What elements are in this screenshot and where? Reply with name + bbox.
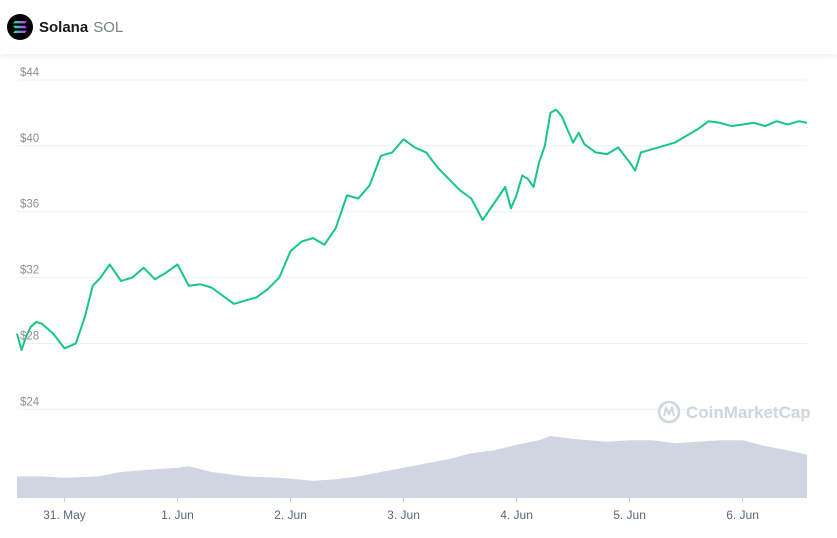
volume-area bbox=[17, 436, 807, 498]
x-tick-label: 5. Jun bbox=[613, 508, 646, 522]
x-tick-label: 4. Jun bbox=[500, 508, 533, 522]
solana-logo-icon bbox=[7, 14, 33, 40]
x-tick-label: 6. Jun bbox=[726, 508, 759, 522]
coin-name: Solana bbox=[39, 18, 89, 36]
coin-symbol: SOL bbox=[93, 18, 124, 36]
y-tick-label: $40 bbox=[20, 133, 39, 145]
y-tick-label: $28 bbox=[20, 330, 39, 342]
price-line bbox=[16, 108, 808, 351]
coinmarketcap-logo-icon bbox=[657, 400, 681, 424]
y-tick-label: $44 bbox=[20, 67, 40, 79]
watermark-text: CoinMarketCap bbox=[686, 403, 811, 422]
x-tick-label: 3. Jun bbox=[387, 508, 420, 522]
coinmarketcap-watermark: CoinMarketCap bbox=[657, 400, 811, 424]
y-tick-label: $24 bbox=[20, 396, 40, 408]
y-tick-label: $36 bbox=[20, 199, 39, 211]
x-tick-label: 2. Jun bbox=[274, 508, 307, 522]
x-tick-label: 1. Jun bbox=[161, 508, 194, 522]
y-tick-label: $32 bbox=[20, 265, 39, 277]
x-tick-label: 31. May bbox=[43, 508, 86, 522]
coin-header: Solana SOL bbox=[0, 0, 837, 54]
